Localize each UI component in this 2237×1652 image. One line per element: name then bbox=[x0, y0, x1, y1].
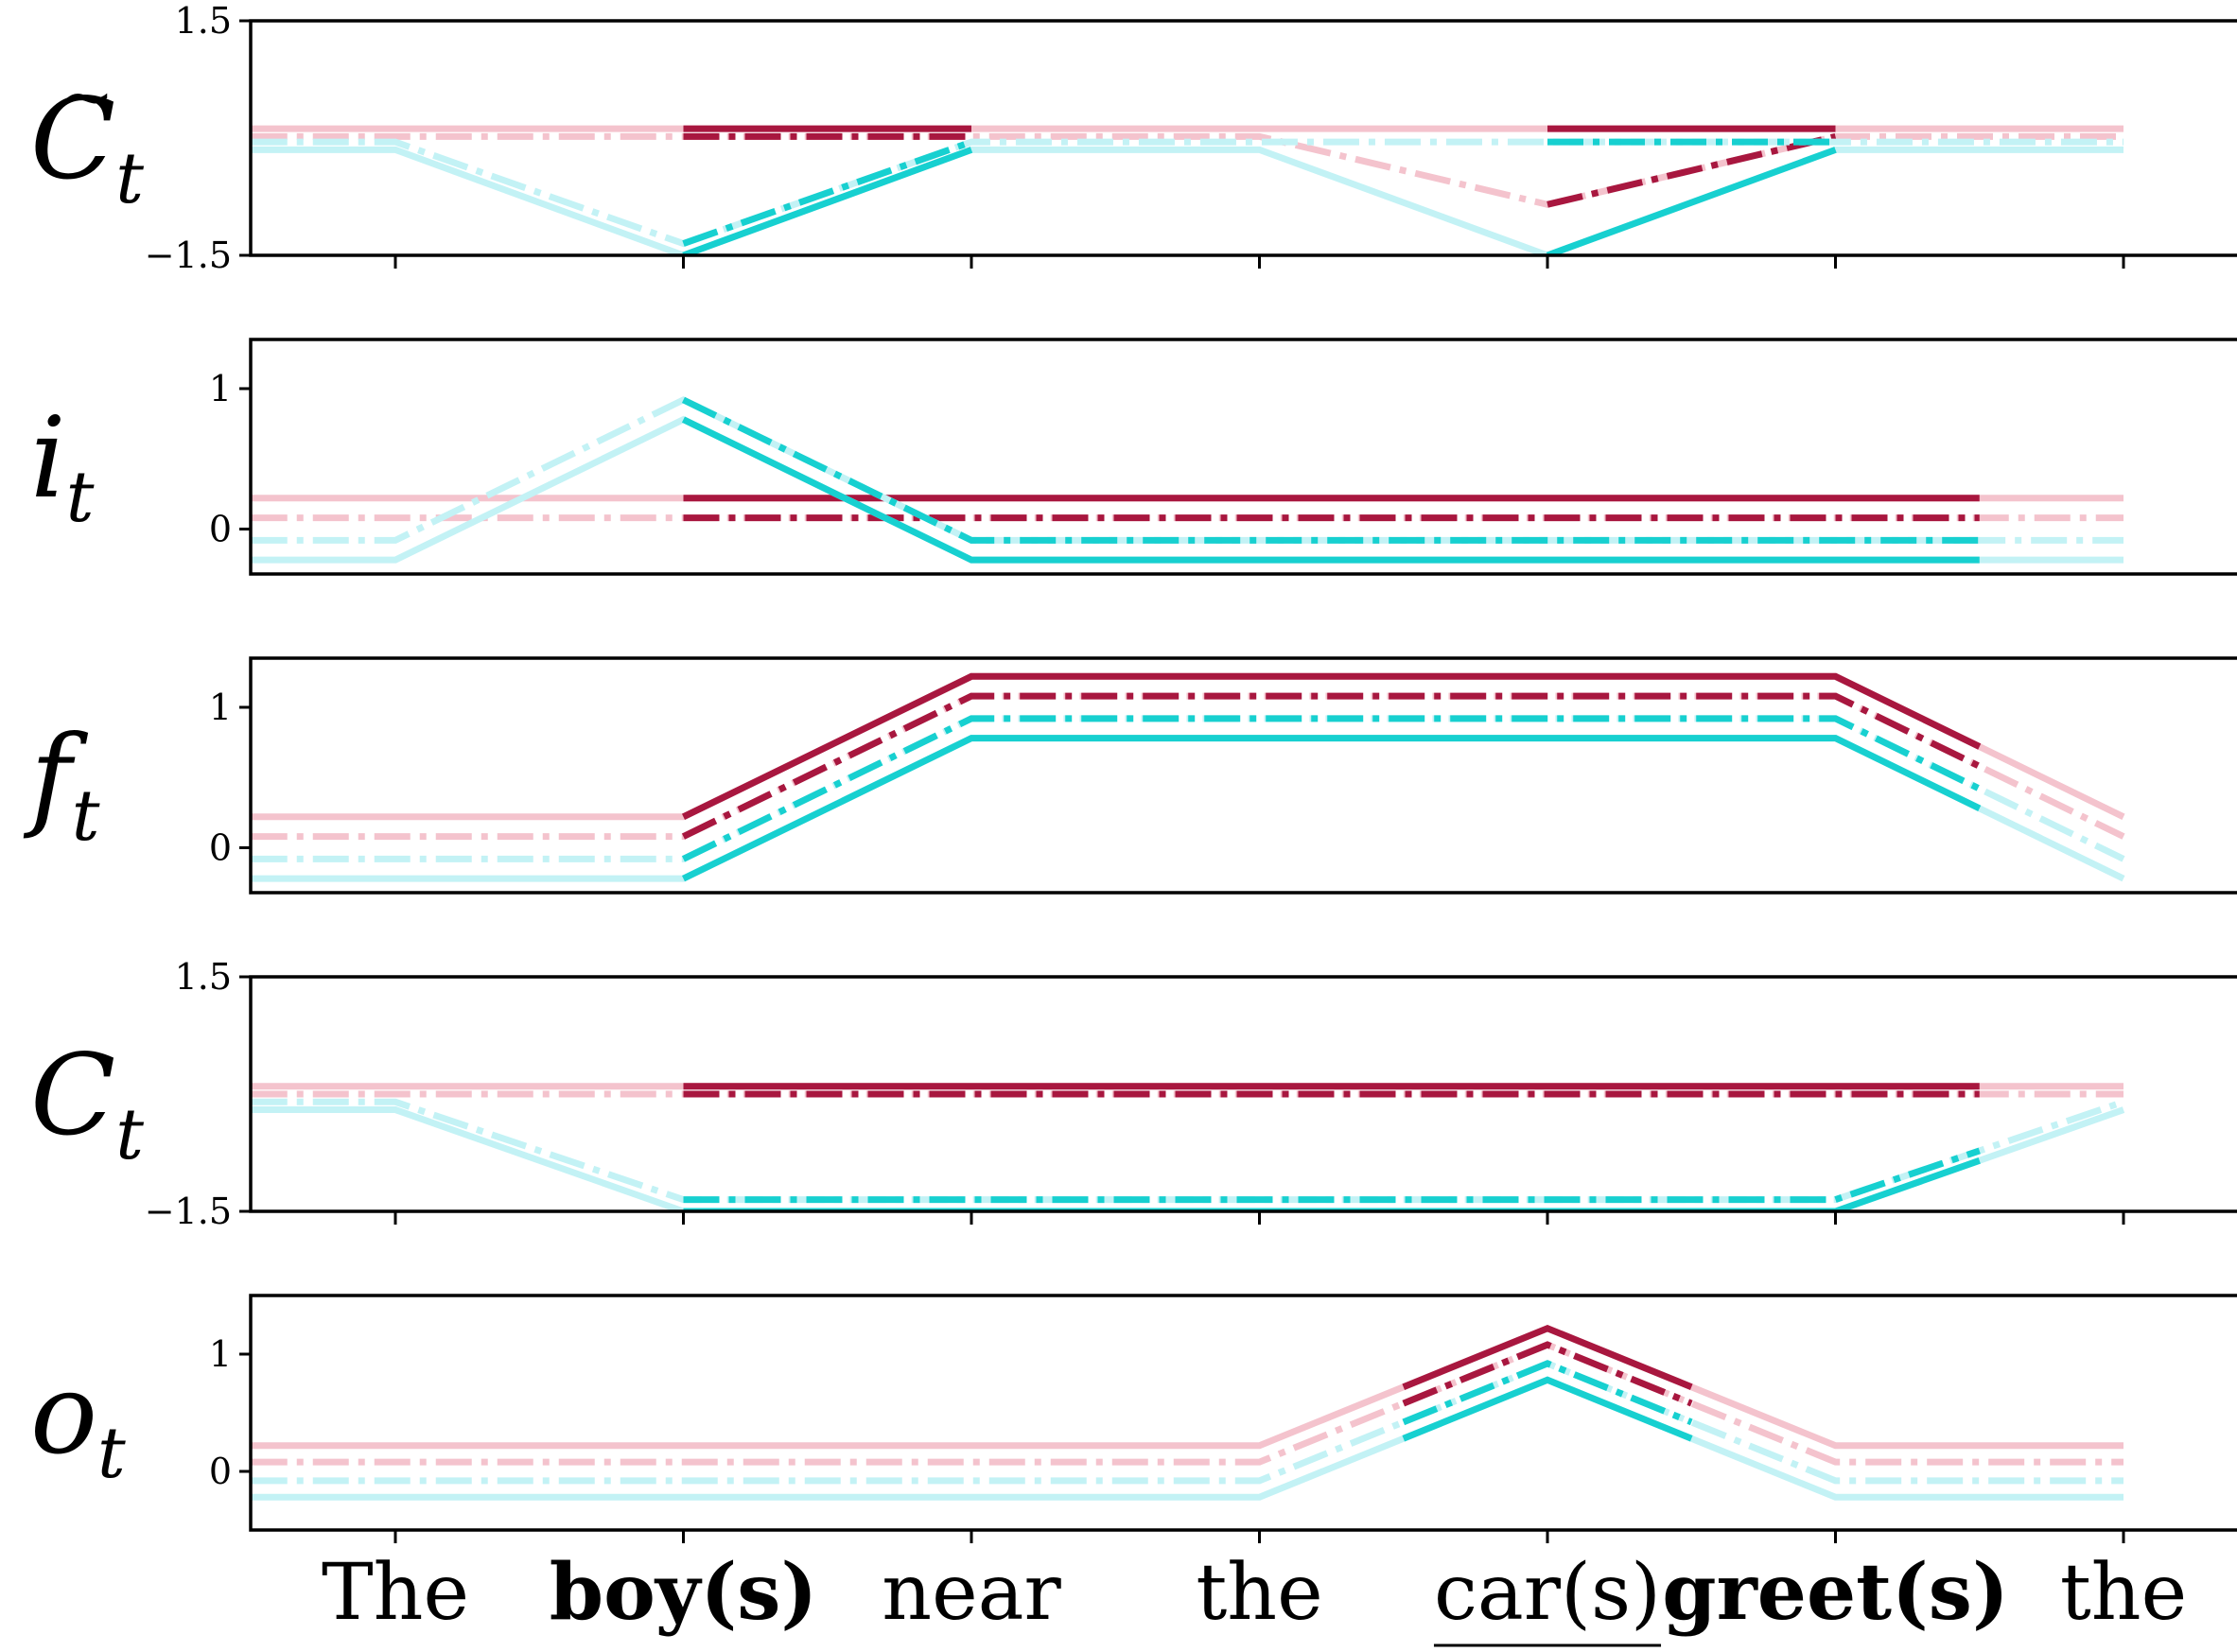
x-word-label: boy(s) bbox=[550, 1547, 817, 1638]
series-4-faded-line bbox=[251, 1106, 2125, 1211]
y-tick-label: 1.5 bbox=[175, 956, 232, 998]
series-3-faded-line bbox=[251, 138, 2123, 248]
series-4-highlight-1 bbox=[681, 735, 1982, 882]
series-2-highlight-2 bbox=[1547, 132, 1837, 208]
row-label-subscript: t bbox=[66, 457, 95, 538]
series-1-highlight-1 bbox=[1402, 1324, 1693, 1390]
series-4-highlight-1 bbox=[683, 1156, 1981, 1211]
series-1-highlight-1 bbox=[681, 672, 1982, 820]
tilde-accent: ~ bbox=[59, 58, 114, 135]
x-word-label: the bbox=[2060, 1548, 2187, 1638]
series-4-faded-line bbox=[251, 146, 2123, 255]
series-4-highlight-2 bbox=[1546, 147, 1837, 255]
series-3-highlight-1 bbox=[683, 1147, 1981, 1204]
y-tick-label: −1.5 bbox=[145, 1191, 232, 1232]
row-label-subscript: t bbox=[97, 1413, 126, 1494]
row-label-4: Ct bbox=[30, 1030, 144, 1175]
series-4-highlight-1 bbox=[682, 147, 973, 255]
series-3-highlight-1 bbox=[681, 715, 1982, 862]
axes-frame bbox=[249, 338, 2237, 576]
series-4-highlight-1 bbox=[681, 416, 1980, 564]
y-tick-label: 1 bbox=[209, 368, 232, 409]
x-word-label: greet(s) bbox=[1662, 1547, 2009, 1638]
axes-frame bbox=[249, 19, 2237, 257]
x-word-label: the bbox=[1196, 1548, 1322, 1638]
series-group bbox=[251, 1083, 2125, 1211]
panel-5: 0 1 ot bbox=[30, 1294, 2237, 1543]
axes-frame bbox=[249, 1294, 2237, 1532]
series-group bbox=[251, 395, 2123, 564]
y-tick-label: 0 bbox=[209, 1451, 232, 1492]
panel-3: 0 1 ft bbox=[23, 656, 2237, 895]
x-word-label: The bbox=[322, 1548, 469, 1638]
series-3-highlight-1 bbox=[682, 138, 973, 247]
series-3-faded-line bbox=[251, 1098, 2125, 1204]
panel-4: −1.5 1.5 Ct bbox=[30, 956, 2237, 1232]
series-group bbox=[251, 1324, 2123, 1501]
series-2-faded-line bbox=[251, 1341, 2123, 1466]
series-1-faded-line bbox=[251, 1324, 2123, 1450]
axes-frame bbox=[249, 656, 2237, 895]
row-label-2: it bbox=[30, 392, 95, 538]
x-axis-word-labels: The boy(s) near the car(s) greet(s) the bbox=[322, 1547, 2187, 1647]
panel-2: 0 1 it bbox=[30, 338, 2237, 576]
row-label-subscript: t bbox=[115, 138, 144, 219]
y-tick-label: 0 bbox=[209, 508, 232, 549]
series-4-highlight-1 bbox=[1402, 1376, 1693, 1442]
y-tick-label: 1 bbox=[209, 1333, 232, 1375]
x-word-label: near bbox=[882, 1548, 1061, 1638]
series-2-highlight-1 bbox=[681, 692, 1982, 840]
series-3-highlight-1 bbox=[1402, 1360, 1693, 1426]
series-4-faded-line bbox=[251, 1376, 2123, 1501]
y-tick-label: 1.5 bbox=[175, 0, 232, 42]
row-label-5: ot bbox=[30, 1348, 126, 1494]
series-2-highlight-1 bbox=[1402, 1341, 1693, 1407]
series-3-faded-line bbox=[251, 1360, 2123, 1485]
series-group bbox=[251, 125, 2123, 255]
series-3-highlight-1 bbox=[681, 396, 1980, 544]
x-word-label: car(s) bbox=[1434, 1548, 1661, 1638]
panel-1: −1.51.5Ct~ bbox=[30, 0, 2237, 276]
row-label-3: ft bbox=[23, 711, 100, 857]
y-tick-label: 1 bbox=[209, 687, 232, 728]
series-group bbox=[251, 672, 2125, 882]
row-label-subscript: t bbox=[115, 1094, 144, 1175]
row-label-subscript: t bbox=[72, 775, 100, 857]
y-tick-label: 0 bbox=[209, 826, 232, 868]
axes-frame bbox=[249, 975, 2237, 1213]
y-tick-label: −1.5 bbox=[145, 235, 232, 276]
